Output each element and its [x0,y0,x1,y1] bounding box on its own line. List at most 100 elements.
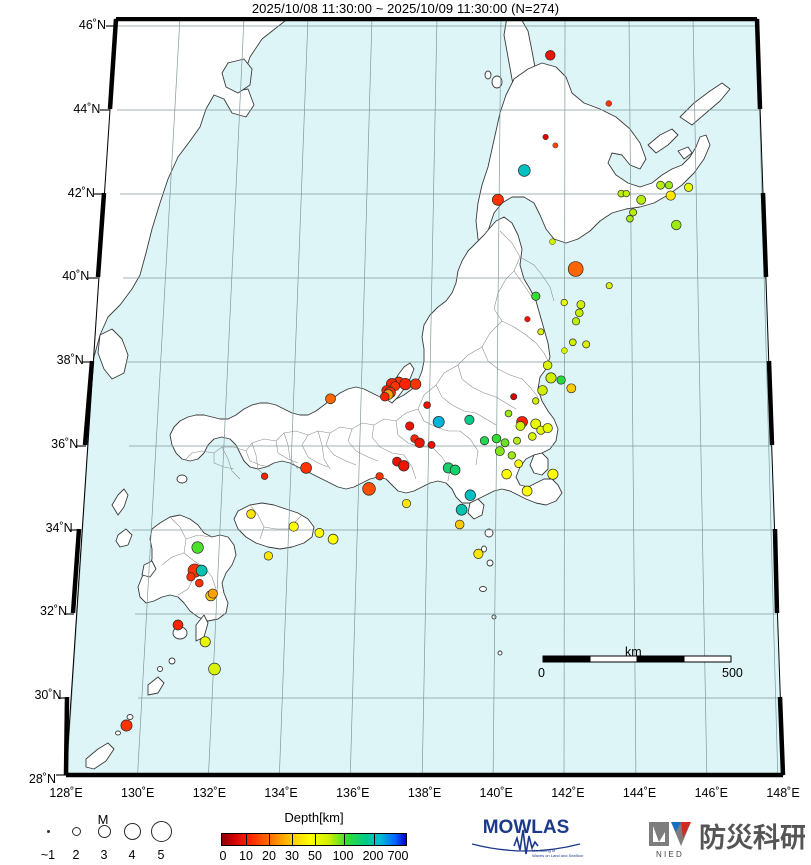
tanegashima-island [195,614,209,642]
magnitude-legend-symbol [36,820,60,842]
epicenter-marker[interactable] [582,340,591,349]
epicenter-marker[interactable] [207,588,218,599]
epicenter-marker[interactable] [545,50,556,61]
epicenter-marker[interactable] [362,482,376,496]
epicenter-marker[interactable] [464,414,475,425]
epicenter-marker[interactable] [545,372,557,384]
epicenter-marker[interactable] [665,190,676,201]
epicenter-marker[interactable] [191,541,204,554]
epicenter-marker[interactable] [375,472,384,481]
graticule [66,17,783,777]
epicenter-marker[interactable] [518,164,531,177]
epicenter-marker[interactable] [208,662,221,676]
epicenter-marker[interactable] [327,533,339,545]
epicenter-marker[interactable] [571,317,581,326]
epicenter-marker[interactable] [521,485,533,497]
epicenter-marker[interactable] [494,446,505,457]
epicenter-marker[interactable] [567,261,584,277]
epicenter-marker[interactable] [314,528,325,538]
torishima-island [497,650,503,656]
epicenter-marker[interactable] [186,572,196,582]
epicenter-marker[interactable] [263,551,273,561]
epicenter-marker[interactable] [524,316,531,323]
epicenter-marker[interactable] [507,451,516,460]
epicenter-marker[interactable] [409,378,422,390]
epicenter-marker[interactable] [664,181,673,190]
epicenter-marker[interactable] [514,459,523,468]
epicenter-marker[interactable] [401,498,412,509]
epicenter-marker[interactable] [547,468,559,480]
nied-logo: NIED 防災科研 [645,816,807,860]
epicenter-marker[interactable] [172,619,184,631]
epicenter-marker[interactable] [510,393,518,401]
epicenter-marker[interactable] [423,401,431,409]
epicenter-marker[interactable] [684,182,694,192]
epicenter-marker[interactable] [528,432,537,441]
epicenter-marker[interactable] [501,469,512,480]
epicenter-marker[interactable] [566,383,577,394]
epicenter-marker[interactable] [569,338,577,347]
epicenter-marker[interactable] [531,291,541,301]
epicenter-marker[interactable] [246,509,256,519]
epicenter-marker[interactable] [622,189,630,198]
epicenter-marker[interactable] [542,423,553,434]
epicenter-marker[interactable] [537,385,548,396]
epicenter-marker[interactable] [560,298,568,307]
magnitude-tick-label: ~1 [40,848,56,862]
epicenter-marker[interactable] [199,636,211,648]
epicenter-marker[interactable] [575,308,584,318]
epicenter-marker[interactable] [530,418,542,430]
map-canvas[interactable] [0,17,811,785]
epicenter-marker[interactable] [656,180,665,190]
epicenter-marker[interactable] [636,194,647,205]
epicenter-marker[interactable] [504,409,513,418]
epicenter-marker[interactable] [542,133,549,141]
epicenter-marker[interactable] [491,193,504,206]
epicenter-marker[interactable] [405,421,415,431]
epicenter-marker[interactable] [491,433,502,444]
epicenter-markers[interactable] [120,50,694,732]
ryukyu-islet-1 [126,714,134,720]
latitude-tick-label: 28˚N [28,772,56,786]
epicenter-marker[interactable] [605,100,612,107]
epicenter-marker[interactable] [629,208,638,217]
epicenter-marker[interactable] [455,504,468,516]
epicenter-marker[interactable] [260,472,269,480]
epicenter-marker[interactable] [552,142,559,149]
epicenter-marker[interactable] [120,719,133,732]
epicenter-marker[interactable] [500,438,510,448]
latitude-tick-label: 40˚N [62,269,90,284]
epicenter-marker[interactable] [195,564,208,577]
epicenter-marker[interactable] [449,464,461,476]
epicenter-marker[interactable] [605,282,613,290]
epicenter-marker[interactable] [398,460,410,472]
hachijojima-island [479,586,487,592]
epicenter-marker[interactable] [532,397,540,405]
epicenter-marker[interactable] [414,437,425,448]
epicenter-marker[interactable] [380,391,390,402]
epicenter-marker[interactable] [427,440,436,449]
epicenter-marker[interactable] [195,578,204,588]
epicenter-marker[interactable] [288,521,299,532]
epicenter-marker[interactable] [464,489,476,501]
epicenter-marker[interactable] [549,238,556,245]
miyakejima-island [486,559,494,567]
epicenter-marker[interactable] [300,462,312,474]
epicenter-marker[interactable] [454,519,465,530]
epicenter-marker[interactable] [399,378,412,391]
earthquake-map[interactable] [0,17,811,785]
epicenter-marker[interactable] [626,214,634,223]
epicenter-marker[interactable] [479,436,490,446]
latitude-tick-label: 38˚N [56,353,84,368]
epicenter-marker[interactable] [542,360,553,371]
epicenter-marker[interactable] [576,300,586,309]
epicenter-marker[interactable] [556,375,566,385]
epicenter-marker[interactable] [432,415,445,428]
epicenter-marker[interactable] [561,347,568,354]
epicenter-marker[interactable] [537,328,545,336]
epicenter-marker[interactable] [515,421,526,431]
epicenter-marker[interactable] [473,548,484,559]
epicenter-marker[interactable] [671,219,682,231]
epicenter-marker[interactable] [325,393,336,405]
epicenter-marker[interactable] [513,436,521,445]
